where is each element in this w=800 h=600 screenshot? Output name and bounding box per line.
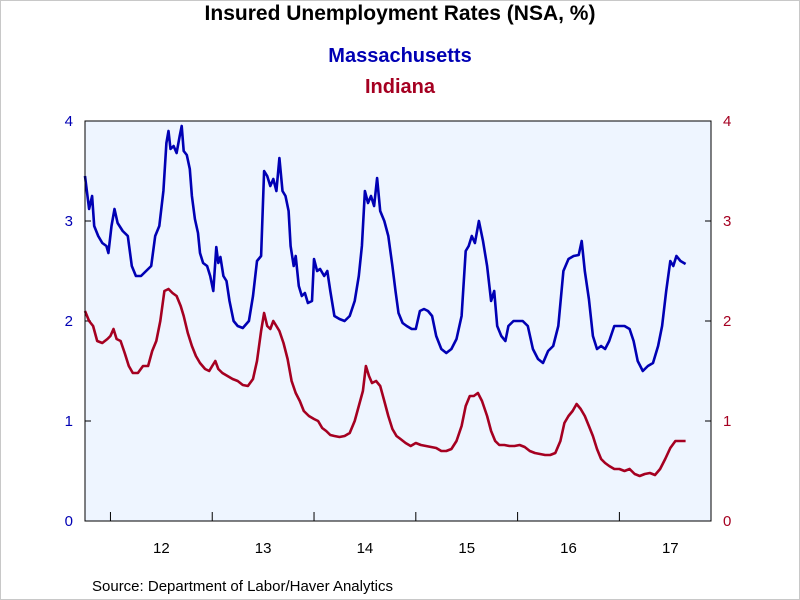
- x-tick-label: 12: [153, 540, 170, 557]
- legend-massachusetts: Massachusetts: [328, 45, 472, 67]
- y-right-tick-label: 1: [723, 413, 731, 430]
- series-line-indiana: [83, 287, 686, 478]
- series-lines: [83, 124, 687, 478]
- x-tick-label: 14: [357, 540, 374, 557]
- x-tick-label: 16: [560, 540, 577, 557]
- y-left-tick-label: 1: [65, 413, 73, 430]
- source-note: Source: Department of Labor/Haver Analyt…: [92, 578, 393, 595]
- plot-area: [85, 121, 711, 521]
- chart-title: Insured Unemployment Rates (NSA, %): [204, 2, 596, 25]
- plot-border: [84, 120, 712, 522]
- y-right-tick-label: 3: [723, 213, 731, 230]
- y-left-tick-label: 0: [65, 513, 73, 530]
- legend-indiana: Indiana: [364, 76, 435, 98]
- series-line-massachusetts: [83, 124, 687, 373]
- y-right-tick-label: 2: [723, 313, 731, 330]
- y-left-tick-label: 3: [65, 213, 73, 230]
- x-tick-label: 13: [255, 540, 272, 557]
- y-left-tick-label: 2: [65, 313, 73, 330]
- y-right-tick-label: 0: [723, 513, 731, 530]
- x-tick-label: 17: [662, 540, 679, 557]
- x-axis: 12 13 14 15 16 17: [109, 512, 679, 557]
- y-right-tick-label: 4: [723, 113, 731, 130]
- y-left-tick-label: 4: [65, 113, 73, 130]
- x-tick-label: 15: [458, 540, 475, 557]
